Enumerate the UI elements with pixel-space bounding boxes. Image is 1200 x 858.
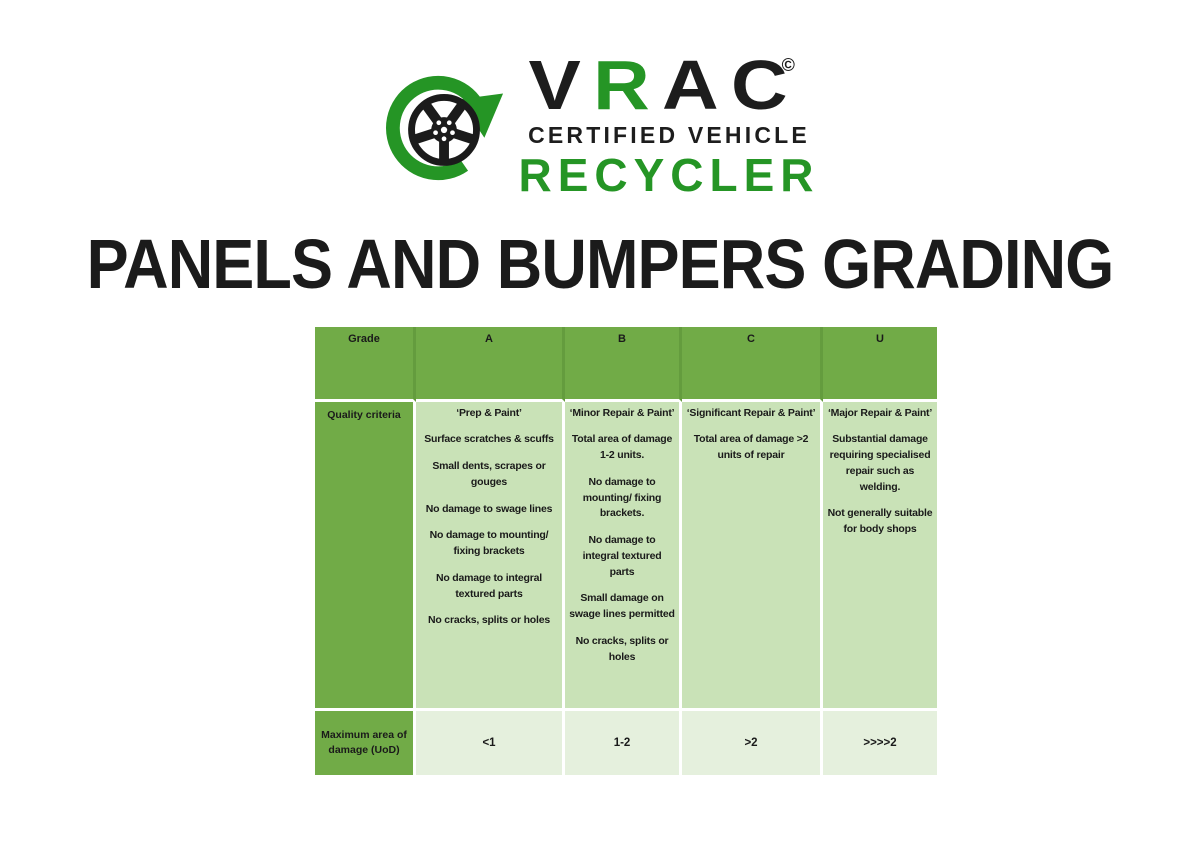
column-header-grade: Grade [315,326,416,402]
criteria-heading: ‘Minor Repair & Paint’ [569,406,675,419]
criteria-heading: ‘Major Repair & Paint’ [827,406,933,419]
column-header-b: B [565,326,682,402]
brand-letter-v: V [528,46,594,124]
brand-letter-a: A [662,46,732,124]
criteria-cell-grade-u: ‘Major Repair & Paint’ Substantial damag… [823,401,937,711]
criteria-item: No damage to integral textured parts [435,571,543,600]
criteria-heading: ‘Prep & Paint’ [456,406,522,419]
max-damage-value-c: >2 [682,710,823,775]
criteria-item: Total area of damage 1-2 units. [571,433,673,462]
vrac-logo: VRAC © CERTIFIED VEHICLE RECYCLER [0,50,1200,201]
criteria-item: Substantial damage requiring specialised… [829,433,931,493]
brand-name: VRAC © [529,50,795,120]
max-damage-value-b: 1-2 [565,710,682,775]
brand-letter-c: C [731,46,801,124]
criteria-cell-grade-c: ‘Significant Repair & Paint’ Total area … [682,401,823,711]
criteria-item: No cracks, splits or holes [575,634,669,663]
criteria-cell-grade-b: ‘Minor Repair & Paint’ Total area of dam… [565,401,682,711]
logo-subtitle-recycler: RECYCLER [518,148,820,201]
row-label-max-damage: Maximum area of damage (UoD) [315,710,416,775]
criteria-item: Surface scratches & scuffs [424,433,554,446]
recycler-arrow-wheel-icon [386,76,504,181]
criteria-item: Small dents, scrapes or gouges [432,460,546,488]
max-damage-value-u: >>>>2 [823,710,937,775]
criteria-item: Total area of damage >2 units of repair [693,433,809,462]
criteria-item: No cracks, splits or holes [427,614,550,627]
column-header-a: A [416,326,565,402]
max-damage-value-a: <1 [416,710,565,775]
criteria-cell-grade-a: ‘Prep & Paint’ Surface scratches & scuff… [416,401,565,711]
criteria-item: No damage to mounting/ fixing brackets. [582,475,662,520]
criteria-item: Not generally suitable for body shops [827,507,933,536]
logo-subtitle: CERTIFIED VEHICLE [528,121,810,148]
criteria-item: No damage to swage lines [425,502,553,515]
brand-letter-r: R [593,46,663,124]
criteria-item: Small damage on swage lines permitted [569,592,675,621]
page-title: PANELS AND BUMPERS GRADING [86,224,1115,303]
row-label-quality-criteria: Quality criteria [315,401,416,711]
copyright-mark: © [781,55,795,75]
criteria-item: No damage to mounting/ fixing brackets [429,529,549,558]
column-header-c: C [682,326,823,402]
column-header-u: U [823,326,937,402]
criteria-heading: ‘Significant Repair & Paint’ [686,406,816,419]
criteria-item: No damage to integral textured parts [582,534,662,578]
grading-table: Grade A B C U Quality criteria ‘Prep & P… [315,326,937,775]
logo-text-block: VRAC © CERTIFIED VEHICLE RECYCLER [518,50,820,201]
